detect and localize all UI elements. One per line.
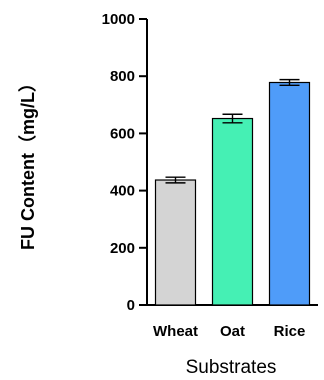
y-tick-label: 1000 [102,11,135,28]
bar-wheat [154,179,197,306]
x-axis-label: Substrates [186,357,277,378]
y-axis-label: FU Content（mg/L） [18,74,38,250]
y-tick-label: 600 [110,125,135,142]
y-tick-label: 200 [110,240,135,257]
y-tick-label: 400 [110,183,135,200]
y-tick-label: 800 [110,68,135,85]
y-tick-label: 0 [127,297,135,314]
bars [154,78,311,306]
x-tick-label: Rice [274,323,306,340]
x-axis: Wheat Oat Rice [146,304,318,340]
x-tick-label: Oat [220,323,245,340]
x-tick-label: Wheat [153,323,198,340]
bar-rice [268,81,311,306]
bar-oat [211,117,254,306]
y-axis: 0 200 400 600 800 1000 [102,11,148,314]
